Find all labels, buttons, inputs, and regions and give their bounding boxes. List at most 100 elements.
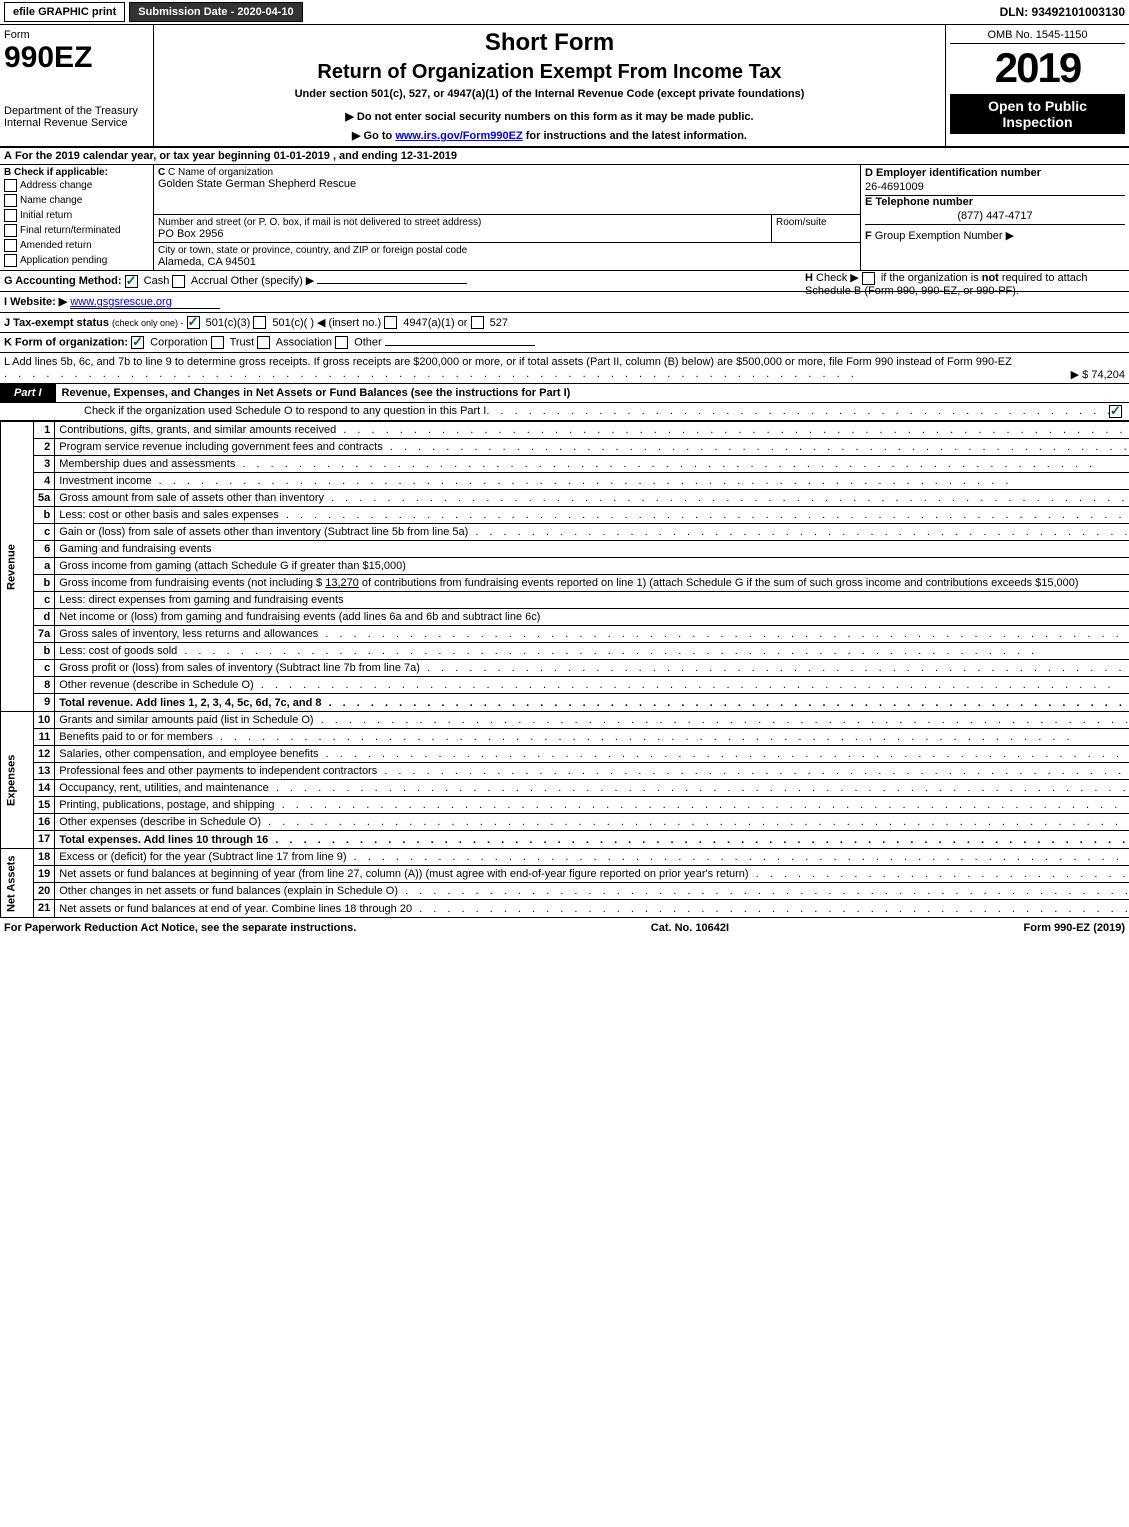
chk-501c[interactable] <box>253 316 266 329</box>
box-def: D Employer identification number 26-4691… <box>860 165 1129 270</box>
line-7c-desc: Gross profit or (loss) from sales of inv… <box>55 660 1129 677</box>
opt-other: Other <box>354 337 382 349</box>
line-1-num: 1 <box>34 422 55 439</box>
h-label: H <box>805 272 813 284</box>
goto-text: ▶ Go to www.irs.gov/Form990EZ for instru… <box>158 129 941 142</box>
opt-assoc: Association <box>276 337 332 349</box>
efile-button[interactable]: efile GRAPHIC print <box>4 2 125 22</box>
tax-year: 2019 <box>950 44 1125 92</box>
line-6d-num: d <box>34 609 55 626</box>
chk-address[interactable]: Address change <box>4 178 149 193</box>
line-9-desc: Total revenue. Add lines 1, 2, 3, 4, 5c,… <box>55 694 1129 712</box>
chk-name[interactable]: Name change <box>4 193 149 208</box>
row-j: J Tax-exempt status (check only one) - 5… <box>0 313 1129 334</box>
chk-527[interactable] <box>471 316 484 329</box>
line-6c-desc: Less: direct expenses from gaming and fu… <box>55 592 1129 609</box>
footer: For Paperwork Reduction Act Notice, see … <box>0 918 1129 938</box>
other-input[interactable] <box>317 283 467 284</box>
line-15-num: 15 <box>34 797 55 814</box>
chk-name-label: Name change <box>20 195 82 206</box>
line-11-num: 11 <box>34 729 55 746</box>
line-11-desc: Benefits paid to or for members <box>55 729 1129 746</box>
goto-suffix: for instructions and the latest informat… <box>523 130 747 142</box>
dept-label: Department of the Treasury <box>4 105 149 117</box>
subtitle: Under section 501(c), 527, or 4947(a)(1)… <box>158 88 941 100</box>
other-label: Other (specify) ▶ <box>231 275 315 287</box>
j-rest: (check only one) - <box>112 318 184 328</box>
line-4-desc: Investment income <box>55 473 1129 490</box>
row-g: G Accounting Method: Cash Accrual Other … <box>0 271 1129 292</box>
line-1-desc: Contributions, gifts, grants, and simila… <box>55 422 1129 439</box>
period-row: A For the 2019 calendar year, or tax yea… <box>0 148 1129 165</box>
line-8-num: 8 <box>34 677 55 694</box>
line-5b-num: b <box>34 507 55 524</box>
chk-final[interactable]: Final return/terminated <box>4 223 149 238</box>
submission-date-button[interactable]: Submission Date - 2020-04-10 <box>129 2 302 22</box>
revenue-label: Revenue <box>1 422 34 712</box>
ssn-warning: ▶ Do not enter social security numbers o… <box>158 110 941 123</box>
opt-501c: 501(c)( ) ◀ (insert no.) <box>272 317 381 329</box>
opt-trust: Trust <box>230 337 255 349</box>
line-12-num: 12 <box>34 746 55 763</box>
other-org-input[interactable] <box>385 345 535 346</box>
chk-other-org[interactable] <box>335 336 348 349</box>
box-b-label: B Check if applicable: <box>4 167 108 178</box>
line-5a-num: 5a <box>34 490 55 507</box>
line-5b-desc: Less: cost or other basis and sales expe… <box>55 507 1129 524</box>
chk-501c3[interactable] <box>187 316 200 329</box>
line-7b-desc: Less: cost of goods sold <box>55 643 1129 660</box>
info-grid: B Check if applicable: Address change Na… <box>0 165 1129 271</box>
footer-right: Form 990-EZ (2019) <box>1024 922 1126 934</box>
line-17-num: 17 <box>34 831 55 849</box>
irs-label: Internal Revenue Service <box>4 117 149 129</box>
room-label: Room/suite <box>776 217 856 228</box>
chk-amended[interactable]: Amended return <box>4 238 149 253</box>
netassets-label: Net Assets <box>1 849 34 918</box>
h-not: not <box>982 272 999 284</box>
return-title: Return of Organization Exempt From Incom… <box>158 61 941 84</box>
g-label: G Accounting Method: <box>4 275 122 287</box>
line-6-num: 6 <box>34 541 55 558</box>
chk-accrual[interactable] <box>172 275 185 288</box>
irs-link[interactable]: www.irs.gov/Form990EZ <box>395 130 522 142</box>
box-c: C C Name of organization Golden State Ge… <box>154 165 860 215</box>
chk-schedule-o[interactable] <box>1109 405 1122 418</box>
opt-501c3: 501(c)(3) <box>206 317 251 329</box>
chk-pending-label: Application pending <box>20 255 107 266</box>
row-i: I Website: ▶ www.gsgsrescue.org <box>0 292 1129 313</box>
part1-table: Revenue 1 Contributions, gifts, grants, … <box>0 421 1129 918</box>
box-f-label: F Group Exemption Number ▶ <box>865 225 1125 242</box>
line-6a-num: a <box>34 558 55 575</box>
h-check: Check ▶ <box>816 272 859 284</box>
goto-prefix: ▶ Go to <box>352 130 395 142</box>
part1-title: Revenue, Expenses, and Changes in Net As… <box>56 384 1129 402</box>
room-box: Room/suite <box>772 215 860 243</box>
chk-h[interactable] <box>862 272 875 285</box>
line-6c-num: c <box>34 592 55 609</box>
form-number: 990EZ <box>4 41 149 75</box>
chk-initial-label: Initial return <box>20 210 72 221</box>
chk-cash[interactable] <box>125 275 138 288</box>
line-6d-desc: Net income or (loss) from gaming and fun… <box>55 609 1129 626</box>
opt-527: 527 <box>490 317 508 329</box>
row-l: L Add lines 5b, 6c, and 7b to line 9 to … <box>0 353 1129 384</box>
line-12-desc: Salaries, other compensation, and employ… <box>55 746 1129 763</box>
chk-corp[interactable] <box>131 336 144 349</box>
chk-4947[interactable] <box>384 316 397 329</box>
line-15-desc: Printing, publications, postage, and shi… <box>55 797 1129 814</box>
k-label: K Form of organization: <box>4 337 128 349</box>
line-6b-num: b <box>34 575 55 592</box>
chk-trust[interactable] <box>211 336 224 349</box>
line-8-desc: Other revenue (describe in Schedule O) <box>55 677 1129 694</box>
chk-assoc[interactable] <box>257 336 270 349</box>
chk-initial[interactable]: Initial return <box>4 208 149 223</box>
box-d-label: D Employer identification number <box>865 167 1041 179</box>
line-5c-desc: Gain or (loss) from sale of assets other… <box>55 524 1129 541</box>
l-text: L Add lines 5b, 6c, and 7b to line 9 to … <box>4 356 1012 368</box>
footer-center: Cat. No. 10642I <box>651 922 729 934</box>
part1-check-row: Check if the organization used Schedule … <box>0 403 1129 421</box>
ein-value: 26-4691009 <box>865 179 1125 196</box>
website-link[interactable]: www.gsgsrescue.org <box>70 296 220 309</box>
chk-pending[interactable]: Application pending <box>4 253 149 268</box>
line-7a-desc: Gross sales of inventory, less returns a… <box>55 626 1129 643</box>
